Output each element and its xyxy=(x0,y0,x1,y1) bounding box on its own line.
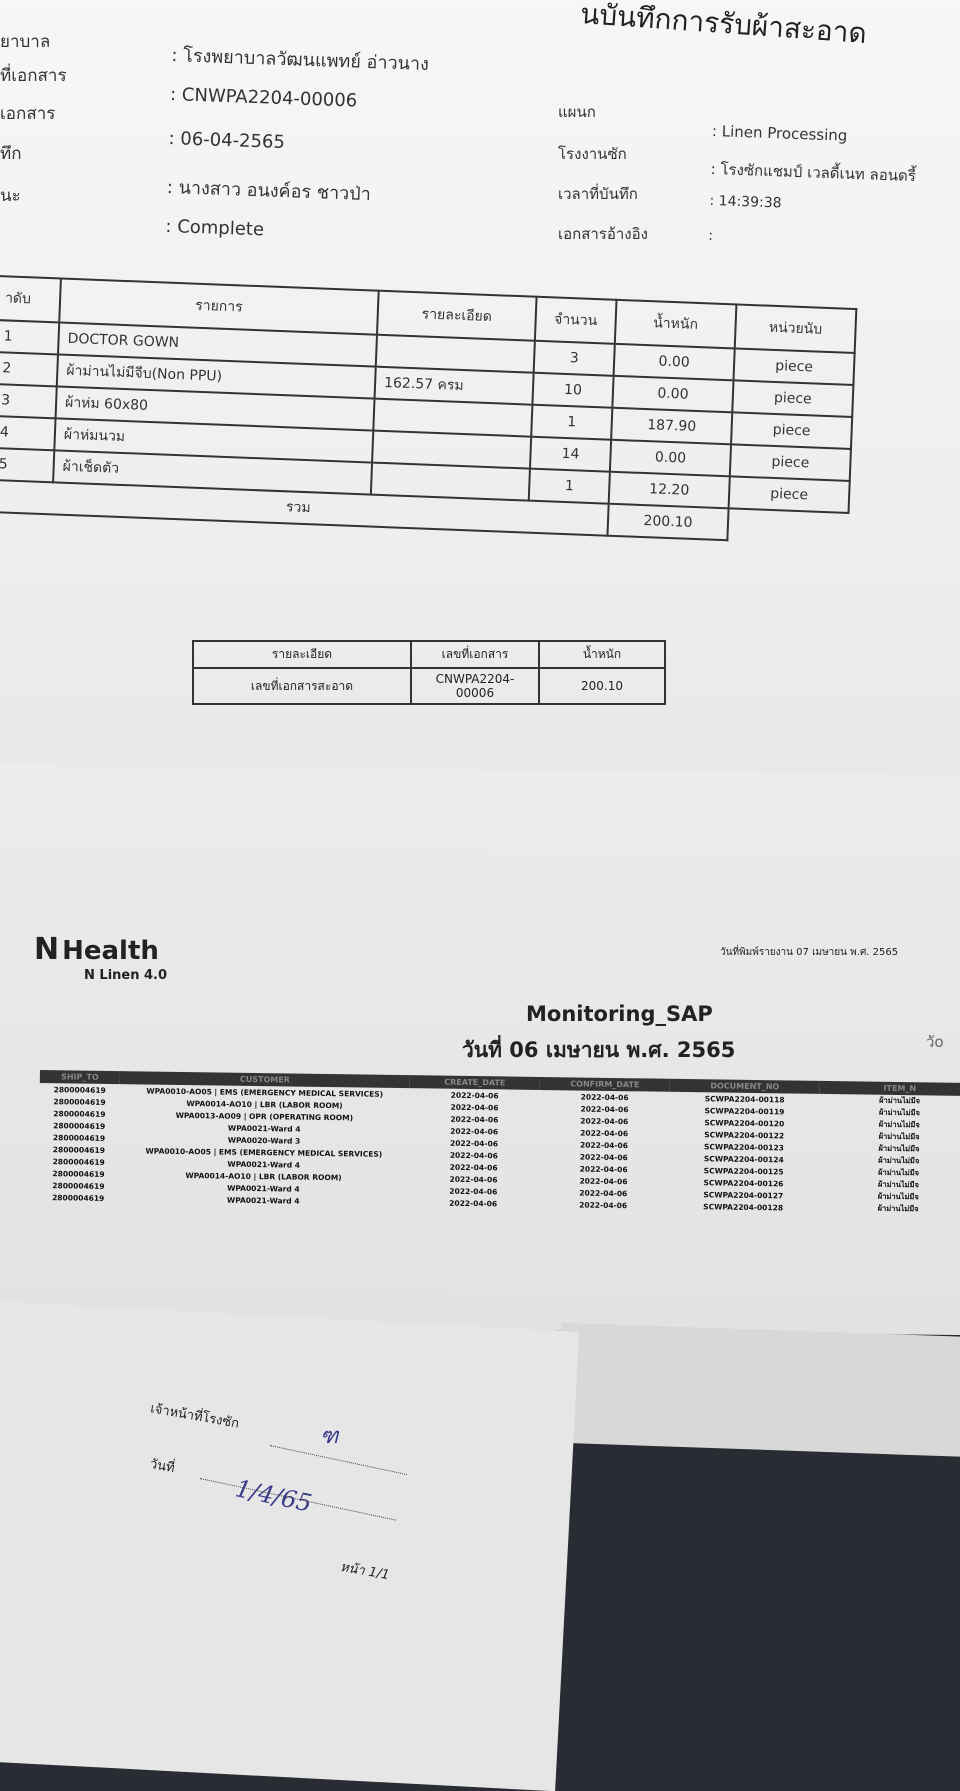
summary-cell: CNWPA2204-00006 xyxy=(410,667,540,705)
time-label: เวลาที่บันทึก xyxy=(558,185,638,203)
corner-label: วัo xyxy=(926,1033,944,1051)
table-cell: 2800004619 xyxy=(52,1180,105,1191)
logo-mark-icon: N xyxy=(34,932,59,967)
col-header: รายละเอียด xyxy=(192,640,412,669)
brand-name: Health xyxy=(62,936,159,966)
laundry-label: โรงงานซัก xyxy=(558,145,627,163)
date-label: วันที่ xyxy=(148,1456,176,1477)
sap-table: SHIP_TO CUSTOMER CREATE_DATE CONFIRM_DAT… xyxy=(38,1070,960,1216)
field-label: ที่เอกสาร xyxy=(0,66,67,86)
table-cell: piece xyxy=(731,412,853,449)
summary-cell: เลขที่เอกสารสะอาด xyxy=(192,667,412,705)
field-label: ยาบาล xyxy=(0,32,51,52)
table-cell: 2022-04-06 xyxy=(579,1200,628,1210)
table-cell: 14 xyxy=(529,436,612,472)
table-cell: 4 xyxy=(0,415,56,451)
table-cell: 2800004619 xyxy=(52,1144,106,1155)
table-cell: 0.00 xyxy=(613,343,735,381)
table-cell: ผ้าม่านไม่มีจ xyxy=(877,1203,919,1214)
reference-label: เอกสารอ้างอิง xyxy=(558,225,648,243)
report-title: Monitoring_SAP xyxy=(526,1002,713,1026)
col-header: SHIP_TO xyxy=(39,1070,120,1085)
signoff-document xyxy=(0,1300,580,1791)
table-cell: 187.90 xyxy=(611,407,733,445)
table-cell: 10 xyxy=(532,372,614,408)
table-cell: 3 xyxy=(0,383,57,419)
table-cell: piece xyxy=(733,348,855,385)
col-header: รายละเอียด xyxy=(376,290,537,341)
col-header: หน่วยนับ xyxy=(734,304,857,354)
table-cell: 2800004619 xyxy=(53,1084,106,1095)
field-label: นะ xyxy=(0,186,21,206)
table-cell: 5 xyxy=(0,447,55,483)
table-cell: 2800004619 xyxy=(53,1096,106,1107)
table-cell: 1 xyxy=(528,468,610,504)
col-header: เลขที่เอกสาร xyxy=(410,640,540,669)
table-cell: piece xyxy=(732,380,854,417)
col-header: น้ำหนัก xyxy=(614,299,737,349)
col-header: จำนวน xyxy=(534,296,617,344)
table-cell: 2800004619 xyxy=(52,1156,105,1167)
print-date: วันที่พิมพ์รายงาน 07 เมษายน พ.ศ. 2565 xyxy=(720,947,899,958)
date-value: : 06-04-2565 xyxy=(168,128,286,154)
table-cell: 12.20 xyxy=(608,471,730,509)
signature: ฑ xyxy=(320,1424,339,1449)
underlying-paper xyxy=(558,1322,960,1458)
table-cell: 2 xyxy=(0,351,58,387)
table-cell: piece xyxy=(728,476,850,513)
report-date: วันที่ 06 เมษายน พ.ศ. 2565 xyxy=(462,1038,736,1062)
product-name: N Linen 4.0 xyxy=(84,968,168,983)
table-cell: 2800004619 xyxy=(53,1120,106,1131)
status-value: : Complete xyxy=(165,215,265,241)
items-table: าดับ รายการ รายละเอียด จำนวน น้ำหนัก หน่… xyxy=(0,275,857,546)
table-cell: 0.00 xyxy=(612,375,734,413)
summary-table: รายละเอียด เลขที่เอกสาร น้ำหนัก เลขที่เอกส… xyxy=(192,640,666,705)
col-header: น้ำหนัก xyxy=(538,640,666,669)
table-cell: 2800004619 xyxy=(52,1168,105,1179)
total-weight: 200.10 xyxy=(607,503,729,541)
table-cell: 1 xyxy=(531,404,613,440)
department-label: แผนก xyxy=(558,103,596,121)
table-cell: 2022-04-06 xyxy=(449,1198,498,1208)
table-cell: 3 xyxy=(533,340,615,376)
table-cell: 2800004619 xyxy=(52,1132,106,1143)
table-cell: 1 xyxy=(0,320,60,355)
summary-cell: 200.10 xyxy=(538,667,666,705)
field-label: ทึก xyxy=(0,144,22,164)
table-cell: piece xyxy=(729,444,851,481)
table-cell: SCWPA2204-00128 xyxy=(703,1201,784,1212)
table-cell: 2800004619 xyxy=(52,1192,105,1203)
col-header: าดับ xyxy=(0,276,61,323)
table-cell: 0.00 xyxy=(609,439,732,477)
brand-logo: N Health xyxy=(34,932,159,967)
empty-cell xyxy=(727,508,848,545)
field-label: เอกสาร xyxy=(0,104,56,124)
reference-value: : xyxy=(708,227,714,245)
time-value: : 14:39:38 xyxy=(709,192,782,212)
table-cell: 2800004619 xyxy=(53,1108,106,1119)
